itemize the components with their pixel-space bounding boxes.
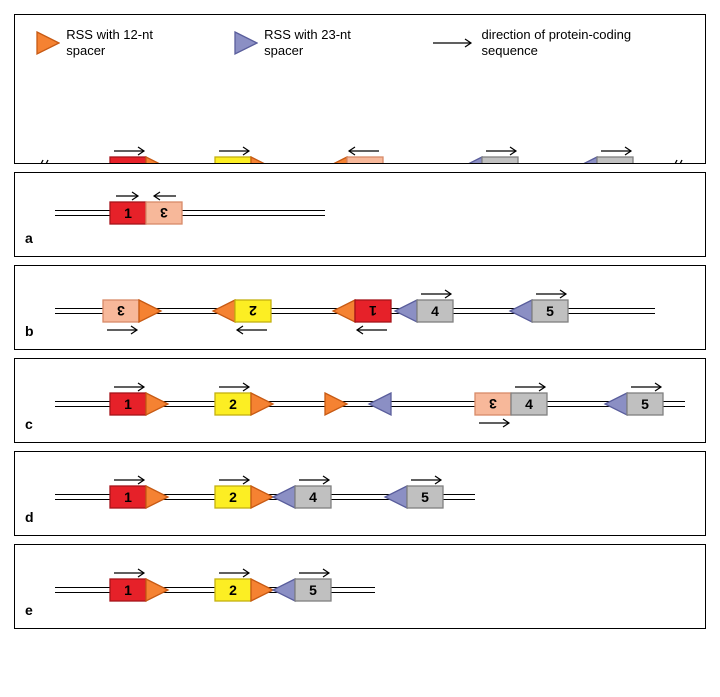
- svg-text:5: 5: [546, 303, 554, 319]
- track-c: 1 2 3 4 5: [15, 359, 707, 444]
- legend-row: RSS with 12-nt spacer RSS with 23-nt spa…: [15, 15, 705, 58]
- svg-text:5: 5: [421, 489, 429, 505]
- svg-text:1: 1: [124, 396, 132, 412]
- svg-text:1: 1: [124, 582, 132, 598]
- diagram-container: RSS with 12-nt spacer RSS with 23-nt spa…: [0, 0, 720, 651]
- svg-text:3: 3: [361, 160, 369, 163]
- svg-text:4: 4: [309, 489, 317, 505]
- track-top: 1V2V3V4J5J: [15, 73, 707, 163]
- svg-text:5: 5: [309, 582, 317, 598]
- svg-text:1: 1: [124, 205, 132, 221]
- svg-text:4: 4: [496, 160, 504, 163]
- svg-text:5: 5: [611, 160, 619, 163]
- svg-text:2: 2: [229, 582, 237, 598]
- svg-text:3: 3: [489, 396, 497, 412]
- svg-text:1: 1: [124, 489, 132, 505]
- panel-legend: RSS with 12-nt spacer RSS with 23-nt spa…: [14, 14, 706, 164]
- panel-c: c 12345: [14, 358, 706, 443]
- svg-text:4: 4: [431, 303, 439, 319]
- svg-text:2: 2: [249, 303, 257, 319]
- panel-d: d 1245: [14, 451, 706, 536]
- svg-text:1: 1: [369, 303, 377, 319]
- svg-text:3: 3: [117, 303, 125, 319]
- track-b: 3 2 1 4 5: [15, 266, 707, 351]
- svg-text:5: 5: [641, 396, 649, 412]
- panel-e: e 125: [14, 544, 706, 629]
- legend-rss23-text: RSS with 23-nt spacer: [264, 27, 390, 58]
- panel-b: b 32145: [14, 265, 706, 350]
- svg-text:1: 1: [124, 160, 132, 163]
- svg-text:2: 2: [229, 489, 237, 505]
- svg-text:2: 2: [229, 396, 237, 412]
- svg-text:2: 2: [229, 160, 237, 163]
- panel-a: a 13: [14, 172, 706, 257]
- svg-text:4: 4: [525, 396, 533, 412]
- svg-text:3: 3: [160, 205, 168, 221]
- rss12-icon: [35, 30, 60, 56]
- track-d: 1 2 4 5: [15, 452, 707, 537]
- legend-arrow-text: direction of protein-coding sequence: [482, 27, 685, 58]
- track-e: 1 2 5: [15, 545, 707, 630]
- rss23-icon: [233, 30, 258, 56]
- track-a: 13: [15, 173, 707, 258]
- arrow-icon: [431, 30, 476, 56]
- legend-rss12-text: RSS with 12-nt spacer: [66, 27, 192, 58]
